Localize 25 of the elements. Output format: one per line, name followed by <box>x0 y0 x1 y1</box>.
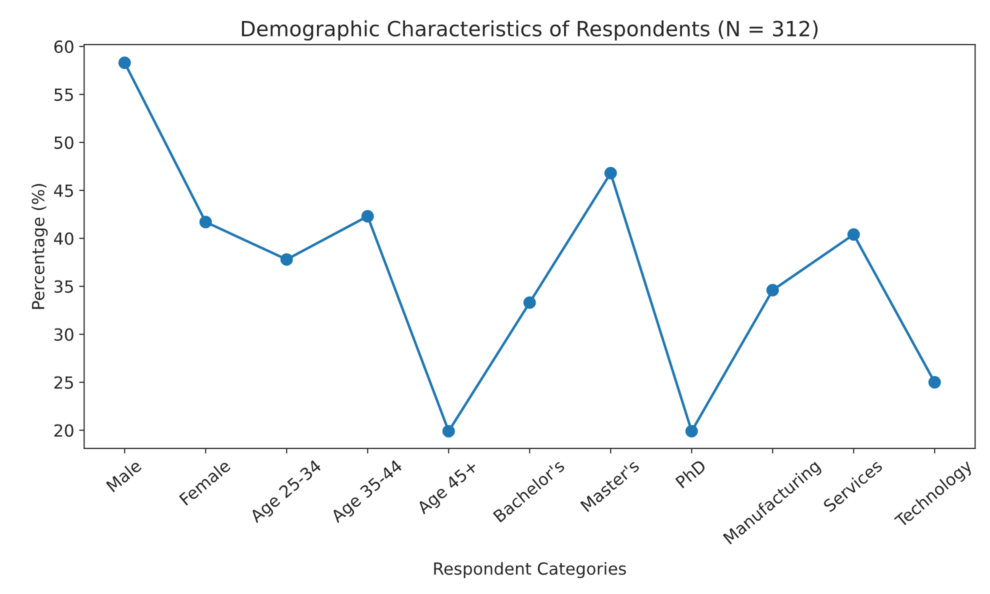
point <box>199 216 212 228</box>
y-tick-label: 30 <box>54 328 74 341</box>
point <box>361 210 374 223</box>
y-tick-label: 60 <box>54 40 74 54</box>
y-axis-title: Percentage (%) <box>32 184 48 309</box>
point <box>118 56 131 70</box>
y-tick-label: 20 <box>54 424 74 437</box>
y-tick-label: 55 <box>54 88 73 102</box>
x-tick-label: PhD <box>674 458 707 488</box>
x-axis-title: Respondent Categories <box>434 562 626 578</box>
x-tick-label: Age 45+ <box>416 460 480 518</box>
y-tick-label: 35 <box>54 280 73 293</box>
point <box>280 253 293 266</box>
point <box>847 228 860 241</box>
point <box>685 424 698 438</box>
point <box>928 376 941 389</box>
point <box>604 166 617 180</box>
point <box>766 284 779 296</box>
point <box>442 424 455 438</box>
y-tick-label: 40 <box>54 232 74 245</box>
point <box>523 296 536 309</box>
chart-title: Demographic Characteristics of Respondents (N = 312) <box>242 20 818 41</box>
y-tick-label: 50 <box>54 136 74 149</box>
y-tick-label: 45 <box>54 184 73 197</box>
y-tick-label: 25 <box>54 376 73 389</box>
